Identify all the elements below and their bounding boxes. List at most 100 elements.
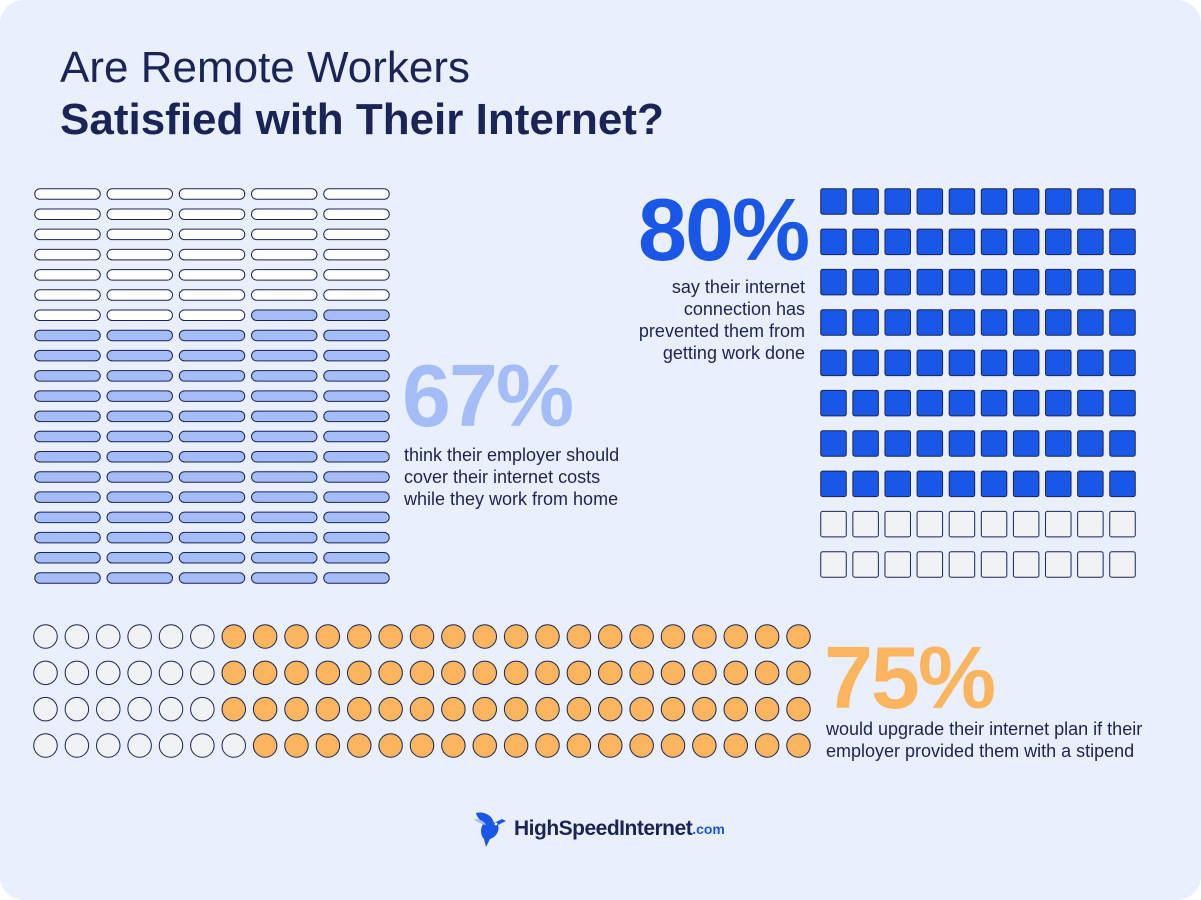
pill-unit-filled: [323, 471, 390, 483]
pill-unit-filled: [251, 410, 318, 423]
circle-unit-filled: [409, 624, 435, 649]
circle-unit-filled: [472, 660, 497, 686]
circle-unit-filled: [252, 733, 278, 758]
hummingbird-icon: [472, 805, 512, 854]
pill-unit-empty: [178, 188, 246, 200]
square-unit-filled: [1109, 188, 1136, 215]
circle-unit-empty: [96, 624, 121, 649]
circle-unit-empty: [96, 660, 121, 686]
square-unit-filled: [1109, 470, 1136, 498]
circle-unit-filled: [723, 660, 748, 686]
circle-unit-empty: [96, 733, 121, 758]
square-unit-filled: [884, 228, 911, 256]
pill-unit-filled: [106, 572, 173, 584]
stat-80-description: say their internet connection has preven…: [638, 277, 805, 363]
square-unit-empty: [852, 551, 879, 578]
pill-unit-filled: [251, 491, 318, 503]
circle-unit-filled: [535, 660, 560, 686]
circle-unit-filled: [315, 733, 341, 758]
square-unit-filled: [1077, 188, 1104, 215]
pill-unit-empty: [251, 228, 318, 241]
circle-unit-filled: [378, 660, 403, 686]
circle-unit-filled: [786, 733, 811, 758]
pill-unit-filled: [251, 329, 318, 342]
pill-unit-empty: [178, 309, 246, 322]
square-unit-filled: [980, 309, 1008, 336]
square-unit-filled: [884, 188, 911, 215]
pill-unit-filled: [323, 511, 390, 524]
circle-unit-filled: [472, 733, 497, 758]
square-unit-filled: [1012, 228, 1040, 256]
square-unit-empty: [1109, 510, 1136, 538]
circle-unit-filled: [660, 624, 686, 649]
square-unit-filled: [1012, 430, 1040, 457]
square-unit-filled: [852, 389, 879, 417]
square-unit-empty: [1045, 510, 1072, 538]
square-unit-filled: [1045, 389, 1072, 417]
circle-unit-filled: [315, 624, 341, 649]
square-unit-filled: [1045, 228, 1072, 256]
circle-unit-filled: [503, 660, 529, 686]
square-unit-filled: [852, 470, 879, 498]
square-unit-filled: [980, 470, 1008, 498]
pill-unit-filled: [178, 410, 246, 423]
square-unit-filled: [884, 389, 911, 417]
square-unit-filled: [980, 268, 1008, 296]
square-unit-filled: [948, 228, 976, 256]
pill-unit-filled: [178, 329, 246, 342]
pill-unit-filled: [178, 552, 246, 564]
pill-unit-filled: [251, 531, 318, 544]
square-unit-filled: [1077, 430, 1104, 457]
brand-logo: HighSpeedInternet .com: [472, 806, 725, 852]
circle-unit-filled: [535, 624, 560, 649]
pill-unit-empty: [178, 228, 246, 241]
square-unit-filled: [852, 268, 879, 296]
circle-unit-empty: [127, 660, 152, 686]
square-unit-empty: [980, 510, 1008, 538]
pill-unit-filled: [34, 329, 101, 342]
pill-unit-filled: [34, 370, 101, 382]
pill-unit-filled: [106, 552, 173, 564]
title-line-1: Are Remote Workers: [60, 43, 470, 92]
pill-unit-filled: [34, 531, 101, 544]
pill-unit-filled: [178, 450, 246, 463]
square-unit-filled: [916, 389, 944, 417]
circle-unit-filled: [566, 660, 592, 686]
square-unit-filled: [1045, 309, 1072, 336]
circle-unit-filled: [535, 733, 560, 758]
square-unit-filled: [1045, 470, 1072, 498]
square-unit-empty: [820, 510, 847, 538]
square-unit-filled: [948, 349, 976, 377]
square-unit-filled: [820, 389, 847, 417]
square-unit-empty: [948, 510, 976, 538]
square-unit-filled: [852, 309, 879, 336]
square-unit-filled: [948, 309, 976, 336]
square-unit-filled: [1077, 309, 1104, 336]
circle-unit-empty: [33, 660, 58, 686]
pill-unit-filled: [34, 552, 101, 564]
square-unit-filled: [916, 268, 944, 296]
circle-unit-filled: [660, 660, 686, 686]
circle-unit-empty: [33, 733, 58, 758]
square-unit-filled: [916, 430, 944, 457]
circle-unit-filled: [566, 733, 592, 758]
circle-unit-filled: [660, 733, 686, 758]
square-unit-filled: [980, 228, 1008, 256]
circle-unit-filled: [723, 624, 748, 649]
square-unit-empty: [916, 551, 944, 578]
circle-unit-filled: [629, 733, 654, 758]
square-unit-filled: [820, 188, 847, 215]
pill-unit-filled: [251, 430, 318, 443]
circle-unit-filled: [409, 660, 435, 686]
circle-unit-filled: [441, 696, 466, 722]
pill-unit-empty: [106, 309, 173, 322]
circle-unit-filled: [221, 624, 246, 649]
square-unit-empty: [884, 551, 911, 578]
pill-unit-filled: [34, 349, 101, 362]
square-unit-empty: [820, 551, 847, 578]
circle-unit-filled: [409, 696, 435, 722]
pill-unit-filled: [106, 511, 173, 524]
pill-unit-filled: [178, 471, 246, 483]
square-unit-empty: [948, 551, 976, 578]
